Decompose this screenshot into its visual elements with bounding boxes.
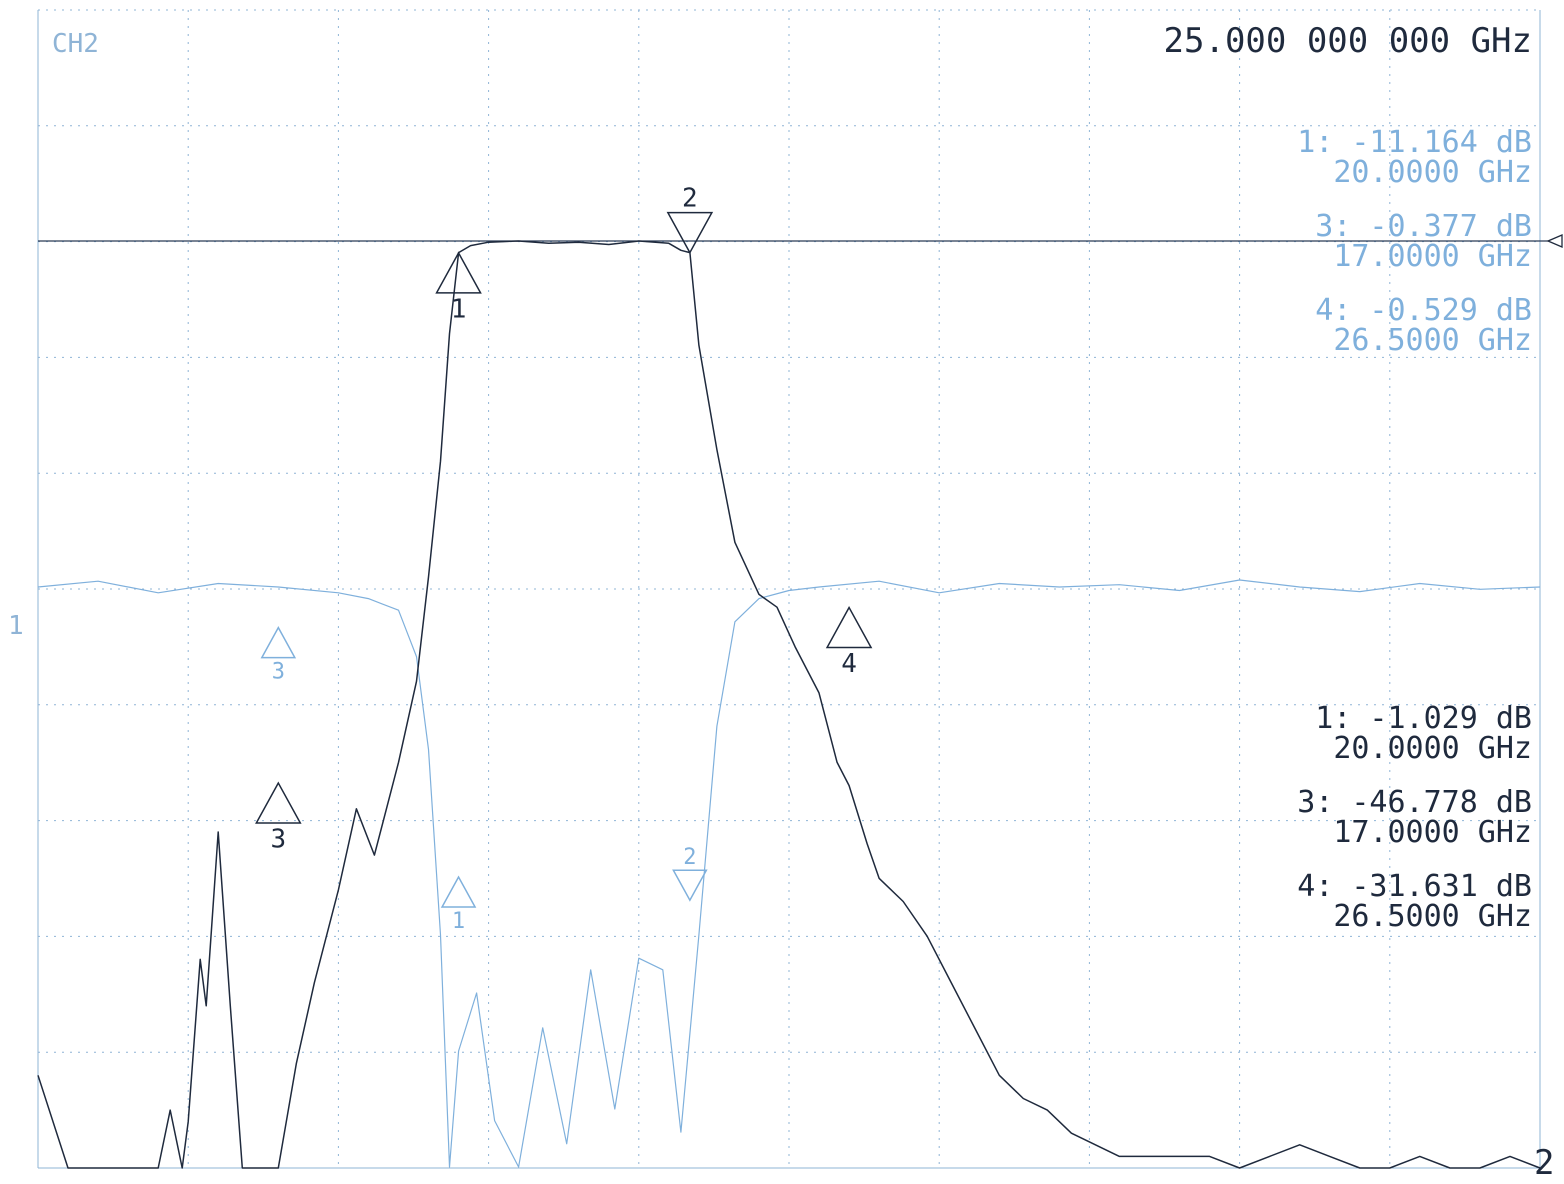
trace1-marker-3-label: 3 bbox=[270, 825, 286, 855]
center-frequency: 25.000 000 000 GHz bbox=[1164, 21, 1532, 61]
trace1-marker-3-icon bbox=[255, 781, 302, 824]
trace2-readout-4-freq: 26.5000 GHz bbox=[1333, 323, 1532, 358]
trace1-marker-4-icon bbox=[825, 605, 873, 649]
trace1-readout-4-value: 4: -31.631 dB bbox=[1297, 869, 1532, 904]
channel-label: CH2 bbox=[52, 29, 99, 59]
ref-marker-left: 1 bbox=[8, 611, 24, 641]
trace2-marker-1-label: 1 bbox=[452, 909, 465, 934]
plot-grid bbox=[37, 9, 1541, 1169]
trace1-readout-3-freq: 17.0000 GHz bbox=[1333, 815, 1532, 850]
trace1-readout-1-freq: 20.0000 GHz bbox=[1333, 731, 1532, 766]
ref-marker-right-bottom: 2 bbox=[1534, 1143, 1554, 1183]
trace1-readout-3-value: 3: -46.778 dB bbox=[1297, 785, 1532, 820]
trace-2-line bbox=[37, 579, 1541, 1168]
trace-1-line bbox=[37, 240, 1541, 1169]
trace1-marker-1-icon bbox=[435, 251, 482, 294]
marker-layer: 1 2 3 4 1 2 3 bbox=[255, 184, 873, 934]
trace2-marker-2-label: 2 bbox=[683, 845, 696, 870]
trace1-marker-2-label: 2 bbox=[682, 184, 698, 214]
trace2-readout-4-value: 4: -0.529 dB bbox=[1315, 293, 1532, 328]
trace2-marker-2-icon bbox=[672, 869, 708, 902]
trace1-marker-1-label: 1 bbox=[451, 295, 467, 325]
trace2-marker-3-icon bbox=[260, 626, 297, 659]
trace1-readout-1-value: 1: -1.029 dB bbox=[1315, 701, 1532, 736]
trace2-readout-1-value: 1: -11.164 dB bbox=[1297, 125, 1532, 160]
ref-level-arrow-icon bbox=[1546, 234, 1563, 248]
trace1-marker-2-icon bbox=[666, 211, 714, 255]
trace2-readout-3-freq: 17.0000 GHz bbox=[1333, 239, 1532, 274]
trace2-readout-3-value: 3: -0.377 dB bbox=[1315, 209, 1532, 244]
trace1-marker-4-label: 4 bbox=[841, 649, 857, 679]
trace2-marker-3-label: 3 bbox=[272, 660, 285, 685]
trace2-marker-1-icon bbox=[440, 875, 477, 908]
trace1-readout-4-freq: 26.5000 GHz bbox=[1333, 899, 1532, 934]
trace2-readout-1-freq: 20.0000 GHz bbox=[1333, 155, 1532, 190]
